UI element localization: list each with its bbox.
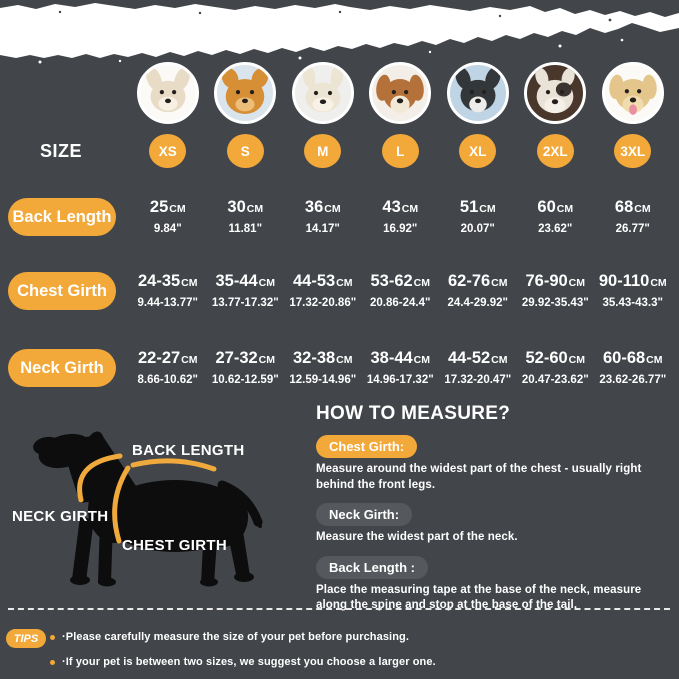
dog-photo-xl [446,62,509,124]
dog-photo-3xl [601,62,664,124]
cell-chest-girth-xs: 24-35CM 9.44-13.77" [137,272,198,309]
back-length-arc [130,458,217,472]
size-badge-l: L [381,134,419,168]
measure-diagram: BACK LENGTH NECK GIRTH CHEST GIRTH [10,425,310,615]
tip-item: ·Please carefully measure the size of yo… [50,631,409,643]
size-badge-xl: XL [459,134,497,168]
dog-photo-m [291,62,354,124]
size-badge-m: M [304,134,342,168]
size-row-label: SIZE [40,140,83,161]
tip-item: ·If your pet is between two sizes, we su… [50,656,436,668]
diagram-label-chest-girth: CHEST GIRTH [122,537,227,554]
size-badge-3xl: 3XL [614,134,652,168]
cell-neck-girth-xs: 22-27CM 8.66-10.62" [137,349,198,386]
neck-girth-instructions: Measure the widest part of the neck. [316,531,518,544]
cell-back-length-3xl: 68CM 26.77" [614,198,651,235]
cell-neck-girth-2xl: 52-60CM 20.47-23.62" [521,349,589,386]
bullet-dot-icon [50,634,55,640]
cell-chest-girth-xl: 62-76CM 24.4-29.92" [447,272,508,309]
cell-chest-girth-2xl: 76-90CM 29.92-35.43" [521,272,589,309]
cell-chest-girth-3xl: 90-110CM 35.43-43.3" [598,272,667,309]
dog-photo-2xl [524,62,587,124]
neck-girth-arc [77,453,123,503]
row-label-neck-girth: Neck Girth [8,349,116,387]
size-badge-xs: XS [149,134,187,168]
chest-girth-arc [112,465,131,544]
labrador-dog-icon [609,74,657,115]
cell-neck-girth-xl: 44-52CM 17.32-20.47" [444,349,512,386]
back-length-badge: Back Length : [316,555,428,579]
cell-back-length-l: 43CM 16.92" [382,198,419,235]
cell-neck-girth-l: 38-44CM 14.96-17.32" [366,349,434,386]
row-label-back-length: Back Length [8,198,116,236]
beagle-dog-icon [376,74,425,114]
cell-back-length-m: 36CM 14.17" [304,198,341,235]
cell-back-length-xl: 51CM 20.07" [459,198,496,235]
size-badge-s: S [226,134,264,168]
tips-badge: TIPS [6,629,46,648]
chest-girth-instructions: Measure around the widest part of the ch… [316,463,642,491]
cell-neck-girth-s: 27-32CM 10.62-12.59" [211,349,279,386]
cell-back-length-s: 30CM 11.81" [227,198,264,235]
how-to-measure-section: HOW TO MEASURE? Chest Girth: Measure aro… [316,403,672,614]
table-row-back-length: Back Length 25CM 9.84" 30CM 11.81" 36CM 14.… [0,190,679,244]
diagram-label-back-length: BACK LENGTH [132,442,245,459]
table-row-neck-girth: Neck Girth 22-27CM 8.66-10.62" 27-32CM 10.… [0,341,679,395]
cell-back-length-xs: 25CM 9.84" [149,198,186,235]
cell-chest-girth-s: 35-44CM 13.77-17.32" [211,272,279,309]
dog-photo-l [369,62,432,124]
torn-paper-edge [0,3,679,64]
cell-chest-girth-l: 53-62CM 20.86-24.4" [370,272,431,309]
french-bulldog-dog-icon [302,65,344,113]
size-row: SIZE XS S M L XL 2XL 3XL [0,133,679,169]
pomeranian-dog-icon [221,68,269,114]
dashed-divider [8,608,670,610]
diagram-label-neck-girth: NECK GIRTH [12,508,109,525]
size-badge-2xl: 2XL [536,134,574,168]
dog-photos-row [0,61,679,125]
border-collie-dog-icon [455,67,501,113]
cell-neck-girth-m: 32-38CM 12.59-14.96" [289,349,357,386]
pitbull-dog-icon [535,67,575,114]
cell-back-length-2xl: 60CM 23.62" [537,198,574,235]
cell-neck-girth-3xl: 60-68CM 23.62-26.77" [599,349,667,386]
cell-chest-girth-m: 44-53CM 17.32-20.86" [289,272,357,309]
bullet-dot-icon [50,659,55,665]
table-row-chest-girth: Chest Girth 24-35CM 9.44-13.77" 35-44CM 13… [0,264,679,318]
how-to-measure-title: HOW TO MEASURE? [316,403,511,424]
chihuahua-dog-icon [145,67,190,113]
chest-girth-badge: Chest Girth: [316,435,418,458]
dog-silhouette-icon [33,431,263,587]
dog-photo-xs [136,62,199,124]
neck-girth-badge: Neck Girth: [316,503,413,527]
dog-photo-s [214,62,277,124]
row-label-chest-girth: Chest Girth [8,272,116,310]
